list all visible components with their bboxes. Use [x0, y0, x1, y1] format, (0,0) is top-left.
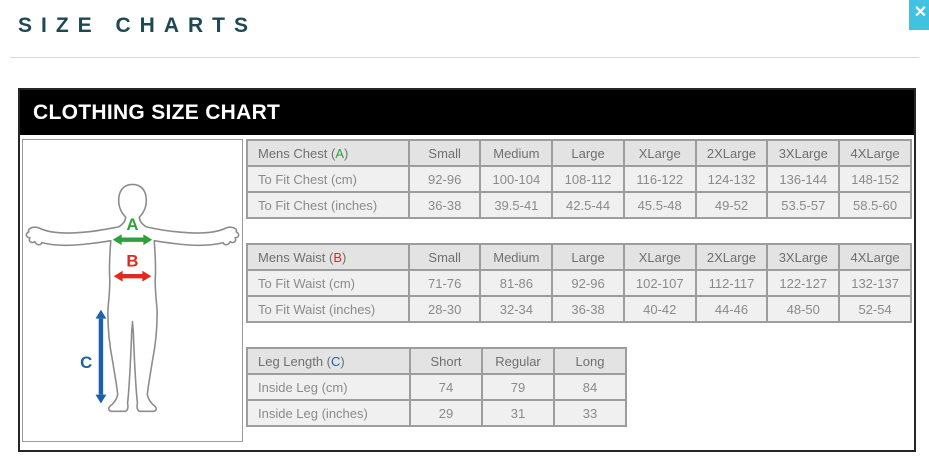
size-column-header: Large — [551, 139, 625, 167]
size-column-header: Small — [407, 243, 482, 271]
table-row: To Fit Chest (inches) 36-38 39.5-41 42.5-44… — [246, 191, 912, 219]
mens-chest-table-slot: Mens Chest (A) Small Medium Large XLarge 2XLa… — [246, 139, 912, 219]
inside-leg-arrow: C — [80, 309, 107, 404]
table-row: Inside Leg (cm) 74 79 84 — [246, 373, 627, 401]
size-tables-stack: Mens Chest (A) Small Medium Large XLarge 2XLa… — [246, 139, 912, 427]
table-row: To Fit Chest (cm) 92-96 100-104 108-112 116-… — [246, 165, 912, 193]
human-body-outline — [25, 183, 240, 413]
row-label: To Fit Chest (cm) — [246, 165, 410, 193]
size-column-header: 2XLarge — [694, 139, 769, 167]
size-value-cell: 36-38 — [407, 191, 482, 219]
row-label: Inside Leg (inches) — [246, 399, 411, 427]
size-column-header: 4XLarge — [838, 139, 912, 167]
size-column-header: Medium — [479, 243, 554, 271]
close-icon: ✕ — [913, 3, 928, 21]
row-label: To Fit Waist (inches) — [246, 295, 410, 323]
size-value-cell: 84 — [553, 373, 627, 401]
size-value-cell: 52-54 — [838, 295, 912, 323]
mens-chest-size-table: Mens Chest (A) Small Medium Large XLarge 2XLa… — [246, 139, 912, 219]
size-value-cell: 136-144 — [766, 165, 841, 193]
size-value-cell: 58.5-60 — [838, 191, 912, 219]
table-row: To Fit Waist (inches) 28-30 32-34 36-38 40-4… — [246, 295, 912, 323]
panel-header: CLOTHING SIZE CHART — [20, 90, 914, 135]
body-measurement-diagram: A B C — [22, 139, 243, 442]
size-value-cell: 49-52 — [694, 191, 769, 219]
close-button[interactable]: ✕ — [909, 0, 929, 30]
size-value-cell: 102-107 — [622, 269, 697, 297]
size-value-cell: 92-96 — [407, 165, 482, 193]
table-row: To Fit Waist (cm) 71-76 81-86 92-96 102-107 1… — [246, 269, 912, 297]
size-value-cell: 28-30 — [407, 295, 482, 323]
size-value-cell: 92-96 — [551, 269, 625, 297]
size-column-header: XLarge — [622, 139, 697, 167]
waist-letter-label: B — [126, 251, 138, 270]
leg-letter-label: C — [80, 353, 92, 372]
measure-letter-C: C — [331, 353, 341, 369]
divider — [10, 57, 919, 58]
measure-letter-A: A — [335, 145, 344, 161]
size-value-cell: 122-127 — [766, 269, 841, 297]
size-value-cell: 32-34 — [479, 295, 554, 323]
row-label: To Fit Chest (inches) — [246, 191, 410, 219]
size-value-cell: 42.5-44 — [551, 191, 625, 219]
chest-width-arrow: A — [112, 215, 153, 246]
size-column-header: 3XLarge — [766, 139, 841, 167]
chest-letter-label: A — [126, 215, 138, 234]
mens-waist-table-slot: Mens Waist (B) Small Medium Large XLarge 2XLa… — [246, 243, 912, 323]
size-value-cell: 31 — [481, 399, 555, 427]
row-label: To Fit Waist (cm) — [246, 269, 410, 297]
panel-body: A B C — [20, 135, 914, 444]
size-value-cell: 53.5-57 — [766, 191, 841, 219]
size-value-cell: 44-46 — [694, 295, 769, 323]
body-outline-figure: A B C — [25, 183, 240, 413]
size-value-cell: 74 — [409, 373, 483, 401]
size-column-header: Short — [409, 347, 483, 375]
size-value-cell: 36-38 — [551, 295, 625, 323]
size-value-cell: 116-122 — [622, 165, 697, 193]
size-column-header: Large — [551, 243, 625, 271]
mens-chest-size-table-title-cell: Mens Chest (A) — [246, 139, 410, 167]
measure-letter-B: B — [333, 249, 343, 265]
leg-length-size-table-title-cell: Leg Length (C) — [246, 347, 411, 375]
size-value-cell: 79 — [481, 373, 555, 401]
size-column-header: 4XLarge — [838, 243, 912, 271]
leg-length-size-table: Leg Length (C) Short Regular Long Inside Leg… — [246, 347, 627, 427]
size-value-cell: 71-76 — [407, 269, 482, 297]
leg-length-table-slot: Leg Length (C) Short Regular Long Inside Leg… — [246, 347, 912, 427]
size-value-cell: 48-50 — [766, 295, 841, 323]
size-column-header: Regular — [481, 347, 555, 375]
size-value-cell: 45.5-48 — [622, 191, 697, 219]
size-value-cell: 108-112 — [551, 165, 625, 193]
row-label: Inside Leg (cm) — [246, 373, 411, 401]
size-column-header: Long — [553, 347, 627, 375]
size-value-cell: 132-137 — [838, 269, 912, 297]
size-value-cell: 112-117 — [694, 269, 769, 297]
size-value-cell: 148-152 — [838, 165, 912, 193]
size-column-header: 2XLarge — [694, 243, 769, 271]
size-column-header: XLarge — [622, 243, 697, 271]
waist-width-arrow: B — [113, 251, 152, 282]
size-column-header: Medium — [479, 139, 554, 167]
size-value-cell: 100-104 — [479, 165, 554, 193]
size-value-cell: 29 — [409, 399, 483, 427]
table-row: Inside Leg (inches) 29 31 33 — [246, 399, 627, 427]
mens-waist-size-table: Mens Waist (B) Small Medium Large XLarge 2XLa… — [246, 243, 912, 323]
clothing-size-chart-panel: CLOTHING SIZE CHART A B — [18, 88, 916, 452]
mens-waist-size-table-title-cell: Mens Waist (B) — [246, 243, 410, 271]
size-value-cell: 40-42 — [622, 295, 697, 323]
size-value-cell: 39.5-41 — [479, 191, 554, 219]
size-value-cell: 33 — [553, 399, 627, 427]
page-title: SIZE CHARTS — [18, 14, 258, 37]
size-column-header: 3XLarge — [766, 243, 841, 271]
size-column-header: Small — [407, 139, 482, 167]
size-value-cell: 124-132 — [694, 165, 769, 193]
size-value-cell: 81-86 — [479, 269, 554, 297]
